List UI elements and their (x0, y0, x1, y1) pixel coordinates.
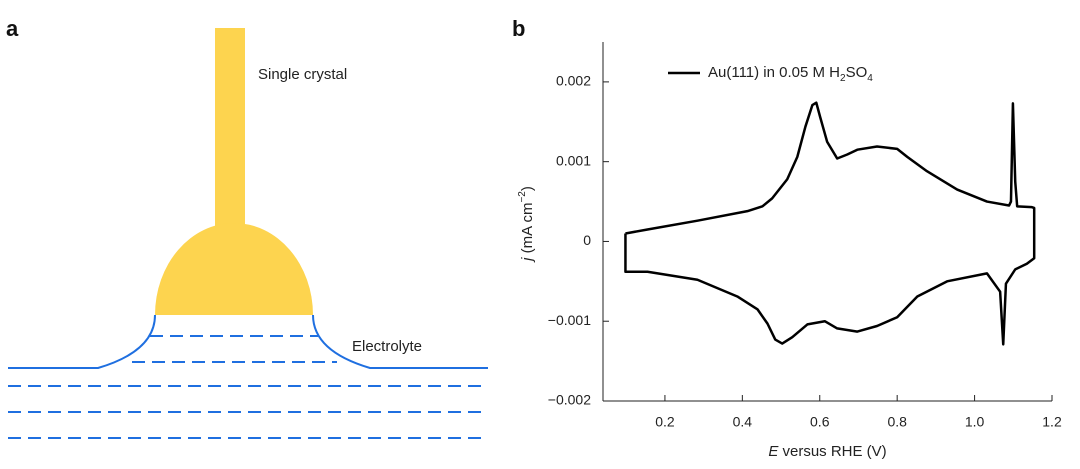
cv-line (624, 101, 1036, 346)
label-part: E (768, 443, 779, 460)
panel-a: a Single crystal Electrolyte (6, 16, 488, 439)
x-tick-label: 0.2 (655, 414, 675, 430)
electrolyte-label: Electrolyte (352, 338, 422, 355)
label-part: j (519, 257, 536, 263)
meniscus-right (312, 314, 488, 369)
legend-text-part: 2 (840, 73, 846, 84)
y-tick-label: −0.002 (548, 392, 591, 408)
label-part: ) (519, 186, 536, 191)
label-part: versus RHE (V) (778, 443, 886, 460)
y-tick-label: 0.002 (556, 73, 591, 89)
crystal-dome (155, 223, 313, 315)
y-axis-label: j (mA cm−2) (517, 186, 536, 263)
x-tick-label: 0.8 (887, 414, 907, 430)
legend-text-part: 4 (867, 73, 873, 84)
crystal-label: Single crystal (258, 66, 347, 83)
y-tick-label: 0.001 (556, 152, 591, 168)
y-tick-label: 0 (583, 232, 591, 248)
x-tick-label: 0.6 (810, 414, 830, 430)
meniscus-left (8, 314, 156, 369)
y-tick-label: −0.001 (548, 312, 591, 328)
x-tick-label: 1.0 (965, 414, 985, 430)
legend-label: Au(111) in 0.05 M H2SO4 (708, 64, 873, 84)
crystal-stem (215, 28, 245, 228)
x-tick-label: 1.2 (1042, 414, 1062, 430)
label-part: (mA cm (519, 203, 536, 258)
panel-label: b (512, 16, 525, 41)
electrolyte-dashes (8, 335, 488, 439)
panel-label: a (6, 16, 19, 41)
label-part: −2 (517, 191, 528, 203)
x-tick-label: 0.4 (733, 414, 753, 430)
legend-text-part: SO (846, 64, 868, 81)
x-axis-label: E versus RHE (V) (768, 443, 886, 460)
legend-text-part: Au(111) in 0.05 M H (708, 64, 840, 81)
